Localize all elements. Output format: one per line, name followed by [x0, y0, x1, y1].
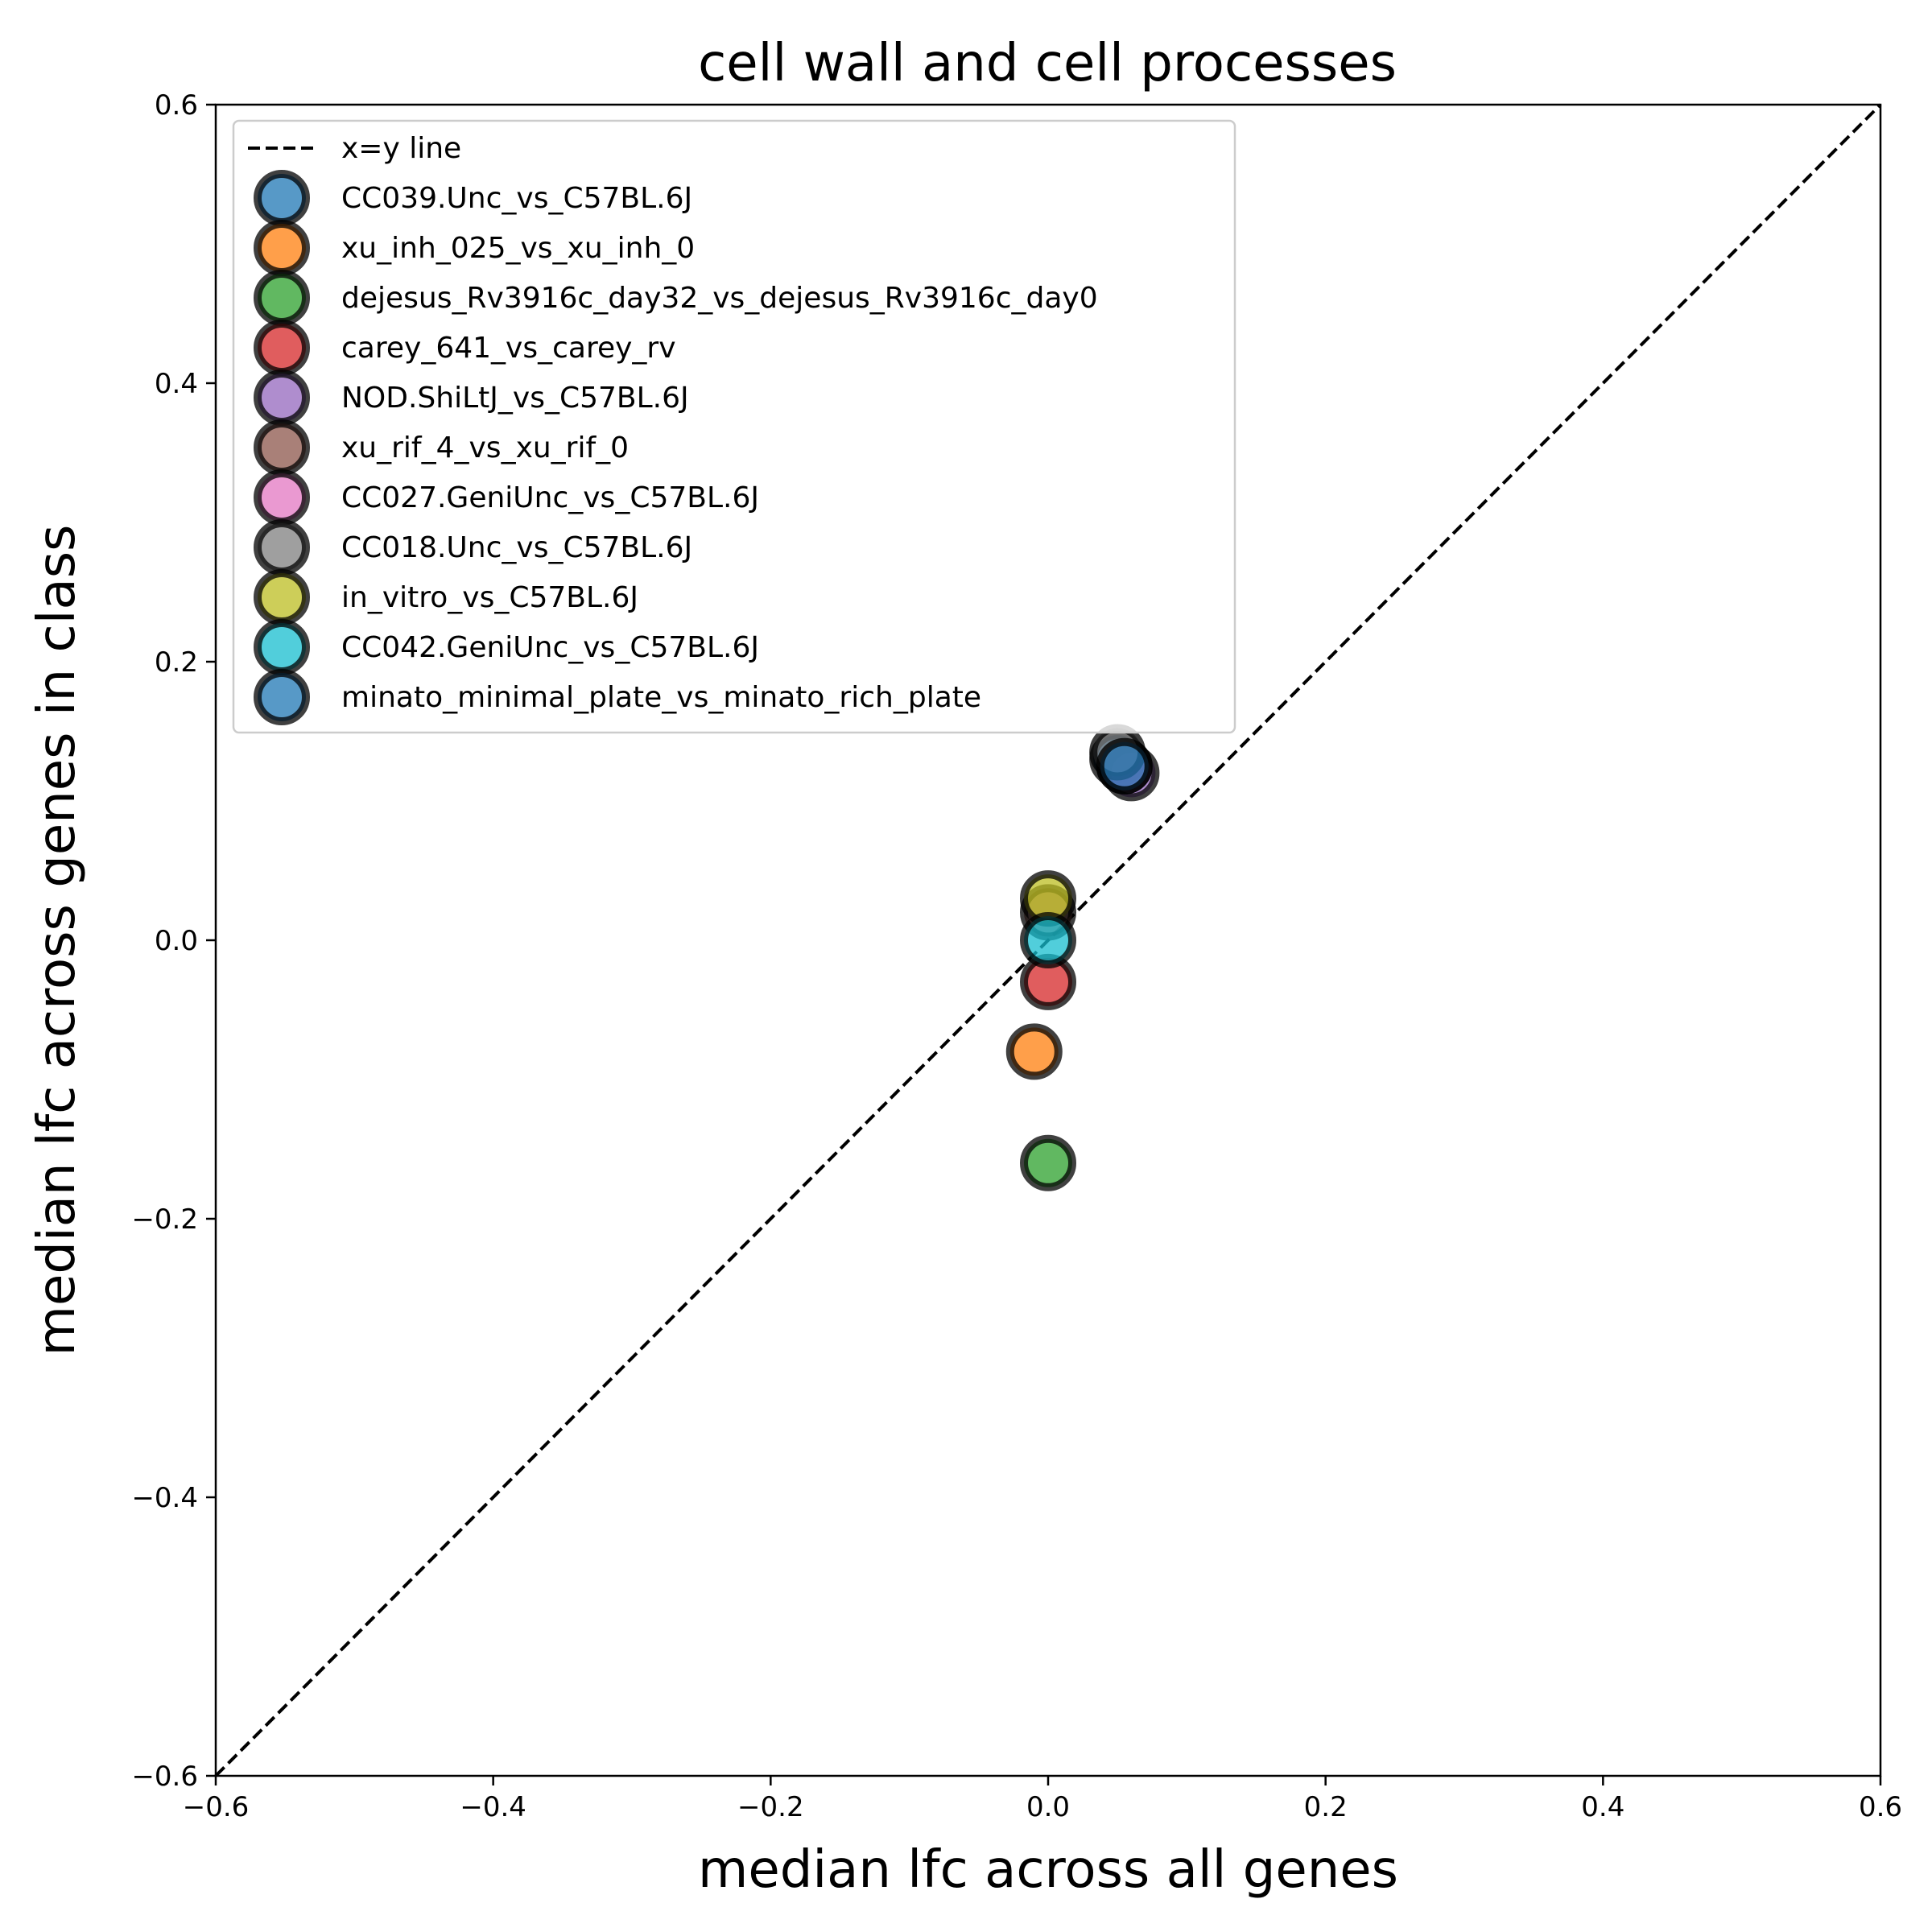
- chart-title: cell wall and cell processes: [698, 34, 1397, 93]
- legend-marker: [254, 270, 310, 326]
- legend-label: xu_inh_025_vs_xu_inh_0: [341, 232, 695, 265]
- legend-label: x=y line: [341, 132, 461, 165]
- data-point: [1096, 737, 1153, 795]
- legend-label: in_vitro_vs_C57BL.6J: [341, 581, 638, 614]
- y-axis-title: median lfc across genes in class: [27, 525, 87, 1356]
- x-axis-title: median lfc across all genes: [698, 1840, 1398, 1900]
- legend-label: NOD.ShiLtJ_vs_C57BL.6J: [341, 382, 689, 415]
- legend-label: carey_641_vs_carey_rv: [341, 332, 676, 365]
- data-point: [1020, 1134, 1076, 1191]
- legend-label: minato_minimal_plate_vs_minato_rich_plat…: [341, 681, 981, 714]
- legend-marker: [254, 170, 310, 226]
- data-point: [1005, 1023, 1063, 1080]
- y-tick-label: −0.6: [131, 1761, 198, 1793]
- legend-label: CC039.Unc_vs_C57BL.6J: [341, 182, 692, 215]
- data-point: [1020, 912, 1076, 968]
- x-tick-label: 0.6: [1859, 1791, 1902, 1823]
- x-tick-label: 0.0: [1026, 1791, 1070, 1823]
- legend-marker: [254, 320, 310, 376]
- x-tick-label: 0.2: [1304, 1791, 1348, 1823]
- y-tick-label: −0.4: [131, 1482, 198, 1514]
- legend-label: xu_rif_4_vs_xu_rif_0: [341, 431, 629, 464]
- legend-marker: [254, 519, 310, 576]
- y-tick-label: 0.0: [155, 925, 198, 957]
- legend: x=y line CC039.Unc_vs_C57BL.6J xu_inh_025_…: [232, 119, 1236, 734]
- y-tick-label: 0.6: [155, 89, 198, 122]
- y-tick-label: 0.2: [155, 646, 198, 679]
- x-tick-label: −0.4: [460, 1791, 526, 1823]
- legend-marker: [254, 469, 310, 526]
- x-tick-label: 0.4: [1581, 1791, 1624, 1823]
- legend-marker: [254, 619, 310, 675]
- legend-label: CC018.Unc_vs_C57BL.6J: [341, 531, 692, 564]
- legend-label: dejesus_Rv3916c_day32_vs_dejesus_Rv3916c…: [341, 282, 1098, 315]
- legend-box: [232, 119, 1236, 734]
- legend-marker: [254, 369, 310, 426]
- legend-marker: [254, 569, 310, 625]
- legend-marker: [254, 669, 310, 725]
- legend-marker: [254, 220, 310, 276]
- x-tick-label: −0.2: [737, 1791, 804, 1823]
- y-tick-label: 0.4: [155, 368, 198, 400]
- y-tick-label: −0.2: [131, 1203, 198, 1236]
- legend-label: CC042.GeniUnc_vs_C57BL.6J: [341, 631, 759, 664]
- x-tick-label: −0.6: [183, 1791, 250, 1823]
- legend-label: CC027.GeniUnc_vs_C57BL.6J: [341, 481, 759, 514]
- legend-marker: [254, 419, 310, 476]
